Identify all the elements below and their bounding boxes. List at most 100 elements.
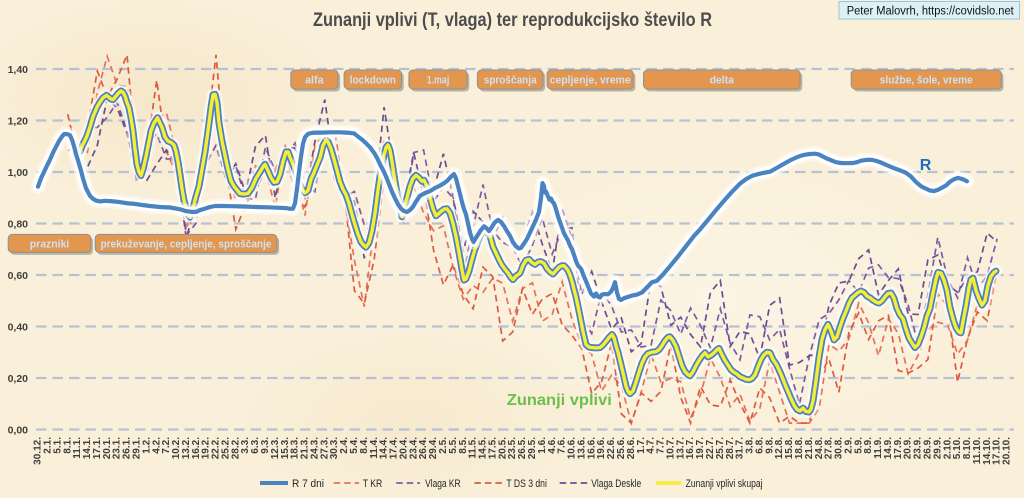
svg-text:11.1.: 11.1. <box>72 437 83 459</box>
svg-text:28.6.: 28.6. <box>626 437 637 459</box>
svg-text:22.6.: 22.6. <box>606 437 617 459</box>
svg-text:20.5.: 20.5. <box>497 437 508 459</box>
svg-text:16.2.: 16.2. <box>191 437 202 459</box>
svg-text:8.9.: 8.9. <box>863 437 874 454</box>
svg-text:27.3.: 27.3. <box>319 437 330 459</box>
svg-text:1.7.: 1.7. <box>636 437 647 454</box>
svg-text:7.2.: 7.2. <box>161 437 172 454</box>
svg-text:Zunanji vplivi (T, vlaga) ter: Zunanji vplivi (T, vlaga) ter reprodukci… <box>313 9 712 31</box>
svg-text:21.8.: 21.8. <box>804 437 815 459</box>
svg-text:15.8.: 15.8. <box>784 437 795 459</box>
svg-text:16.7.: 16.7. <box>685 437 696 459</box>
svg-text:15.3.: 15.3. <box>280 437 291 459</box>
svg-text:7.6.: 7.6. <box>557 437 568 454</box>
svg-text:23.5.: 23.5. <box>507 437 518 459</box>
svg-text:24.8.: 24.8. <box>814 437 825 459</box>
svg-text:5.1.: 5.1. <box>52 437 63 454</box>
svg-text:19.2.: 19.2. <box>201 437 212 459</box>
svg-text:lockdown: lockdown <box>350 75 396 87</box>
svg-text:18.3.: 18.3. <box>290 437 301 459</box>
svg-text:19.6.: 19.6. <box>596 437 607 459</box>
svg-text:8.5.: 8.5. <box>458 437 469 454</box>
svg-text:8.4.: 8.4. <box>359 437 370 454</box>
svg-text:R 7 dni: R 7 dni <box>292 478 324 490</box>
svg-text:25.2.: 25.2. <box>221 437 232 459</box>
svg-text:3.8.: 3.8. <box>745 437 756 454</box>
svg-text:sproščanja: sproščanja <box>484 75 538 87</box>
svg-text:10.6.: 10.6. <box>567 437 578 459</box>
svg-text:Zunanji vplivi: Zunanji vplivi <box>507 392 612 409</box>
svg-text:17.5.: 17.5. <box>487 437 498 459</box>
svg-text:30.12.: 30.12. <box>33 437 44 465</box>
svg-text:14.1.: 14.1. <box>82 437 93 459</box>
svg-text:14.5.: 14.5. <box>478 437 489 459</box>
svg-text:Vlaga Deskle: Vlaga Deskle <box>591 478 641 490</box>
svg-text:T KR: T KR <box>363 478 383 490</box>
svg-text:2.10.: 2.10. <box>942 437 953 459</box>
svg-text:1.2.: 1.2. <box>141 437 152 454</box>
svg-text:13.2.: 13.2. <box>181 437 192 459</box>
svg-text:0,40: 0,40 <box>8 321 29 333</box>
svg-text:7.7.: 7.7. <box>656 437 667 454</box>
svg-text:29.5.: 29.5. <box>527 437 538 459</box>
svg-text:0,20: 0,20 <box>8 373 29 385</box>
svg-text:17.10.: 17.10. <box>992 437 1003 465</box>
svg-text:19.7.: 19.7. <box>695 437 706 459</box>
svg-text:17.1.: 17.1. <box>92 437 103 459</box>
svg-text:21.3.: 21.3. <box>300 437 311 459</box>
svg-text:4.7.: 4.7. <box>646 437 657 454</box>
svg-text:cepljenje, vreme: cepljenje, vreme <box>550 75 631 87</box>
svg-text:2.4.: 2.4. <box>339 437 350 454</box>
svg-text:30.3.: 30.3. <box>329 437 340 459</box>
svg-text:20.1.: 20.1. <box>102 437 113 459</box>
svg-text:12.8.: 12.8. <box>774 437 785 459</box>
svg-text:26.9.: 26.9. <box>923 437 934 459</box>
svg-text:0,00: 0,00 <box>8 424 29 436</box>
svg-text:delta: delta <box>710 75 735 87</box>
svg-text:24.3.: 24.3. <box>310 437 321 459</box>
svg-text:26.5.: 26.5. <box>517 437 528 459</box>
svg-text:29.1.: 29.1. <box>132 437 143 459</box>
svg-text:14.10.: 14.10. <box>982 437 993 465</box>
svg-text:16.6.: 16.6. <box>586 437 597 459</box>
svg-text:Vlaga KR: Vlaga KR <box>425 478 461 490</box>
svg-text:29.4.: 29.4. <box>428 437 439 459</box>
svg-text:6.3.: 6.3. <box>250 437 261 454</box>
svg-text:službe, šole, vreme: službe, šole, vreme <box>880 75 973 87</box>
svg-text:14.9.: 14.9. <box>883 437 894 459</box>
svg-text:23.1.: 23.1. <box>112 437 123 459</box>
svg-text:Zunanji vplivi skupaj: Zunanji vplivi skupaj <box>686 478 763 490</box>
svg-text:T DS 3 dni: T DS 3 dni <box>506 478 547 490</box>
svg-text:29.9.: 29.9. <box>932 437 943 459</box>
svg-text:26.1.: 26.1. <box>122 437 133 459</box>
svg-text:17.4.: 17.4. <box>389 437 400 459</box>
svg-text:prazniki: prazniki <box>30 238 70 250</box>
svg-text:14.4.: 14.4. <box>379 437 390 459</box>
svg-text:prekuževanje, cepljenje, sproš: prekuževanje, cepljenje, sproščanje <box>101 238 272 250</box>
svg-text:0,80: 0,80 <box>8 218 29 230</box>
svg-text:11.10.: 11.10. <box>972 437 983 464</box>
svg-text:9.3.: 9.3. <box>260 437 271 454</box>
svg-text:4.6.: 4.6. <box>547 437 558 454</box>
svg-text:23.9.: 23.9. <box>913 437 924 459</box>
svg-text:27.8.: 27.8. <box>824 437 835 459</box>
svg-text:1.6.: 1.6. <box>537 437 548 454</box>
svg-text:10.2.: 10.2. <box>171 437 182 459</box>
svg-text:1,40: 1,40 <box>8 64 29 76</box>
svg-text:4.2.: 4.2. <box>151 437 162 454</box>
svg-text:1.maj: 1.maj <box>427 75 450 87</box>
svg-text:17.9.: 17.9. <box>893 437 904 459</box>
svg-text:5.9.: 5.9. <box>853 437 864 454</box>
svg-text:28.7.: 28.7. <box>725 437 736 459</box>
svg-text:0,60: 0,60 <box>8 270 29 282</box>
svg-text:22.2.: 22.2. <box>211 437 222 459</box>
svg-text:31.7.: 31.7. <box>735 437 746 459</box>
svg-text:10.7.: 10.7. <box>665 437 676 459</box>
svg-text:8.1.: 8.1. <box>62 437 73 454</box>
svg-text:1,20: 1,20 <box>8 115 29 127</box>
svg-text:11.5.: 11.5. <box>468 437 479 459</box>
svg-text:25.6.: 25.6. <box>616 437 627 459</box>
svg-text:23.4.: 23.4. <box>408 437 419 459</box>
svg-text:20.4.: 20.4. <box>399 437 410 459</box>
svg-text:26.4.: 26.4. <box>418 437 429 459</box>
